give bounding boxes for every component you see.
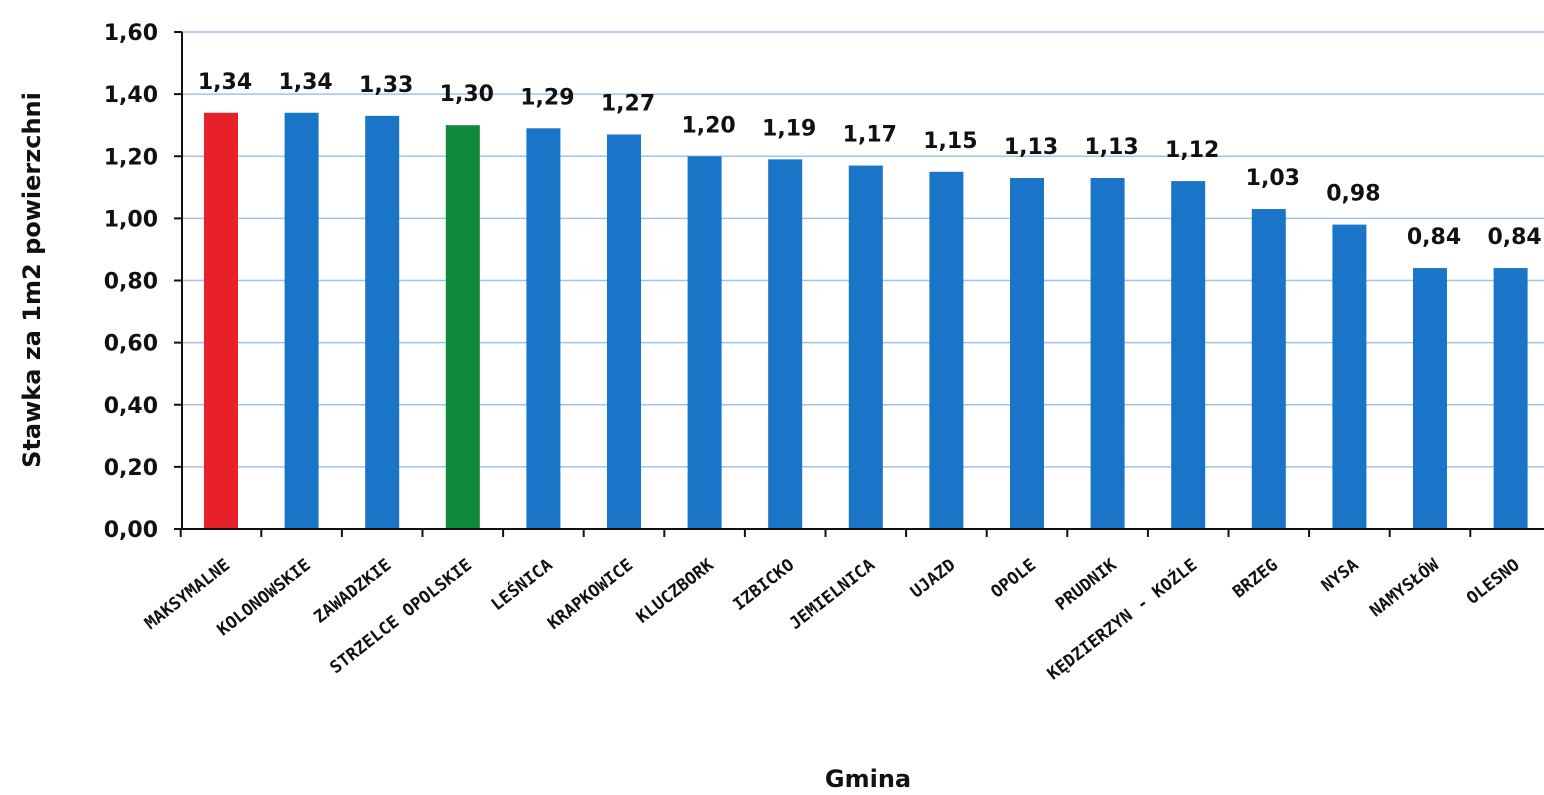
data-label: 1,13 — [1084, 135, 1138, 160]
x-tick-label: KRAPKOWICE — [544, 555, 637, 634]
y-axis-title: Stawka za 1m2 powierzchni — [18, 92, 46, 468]
data-label: 1,29 — [520, 85, 574, 110]
data-label: 1,15 — [923, 129, 977, 154]
bar — [204, 112, 238, 529]
x-tick-label: KĘDZIERZYN - KOŹLE — [1043, 554, 1202, 685]
x-tick-label: PRUDNIK — [1052, 555, 1121, 615]
bar — [1413, 268, 1447, 529]
data-label: 1,17 — [843, 123, 897, 148]
x-tick-label: OPOLE — [987, 555, 1040, 602]
bar — [284, 112, 319, 529]
data-label: 1,13 — [1004, 135, 1058, 160]
data-label: 0,84 — [1407, 225, 1461, 250]
data-label: 1,27 — [601, 92, 655, 117]
data-label: 1,33 — [359, 73, 413, 98]
data-label: 1,19 — [762, 116, 816, 141]
x-tick-label: OLESNO — [1463, 555, 1524, 609]
bar — [1493, 268, 1528, 529]
bar — [768, 159, 803, 529]
y-tick-label: 1,00 — [104, 207, 158, 232]
bar — [365, 115, 400, 530]
y-tick-label: 1,20 — [104, 145, 158, 170]
x-tick-label: UJAZD — [907, 555, 960, 602]
x-tick-label: BRZEG — [1229, 555, 1282, 602]
bar — [607, 134, 641, 529]
y-tick-label: 0,60 — [104, 332, 158, 357]
bar — [1090, 177, 1125, 529]
y-tick-label: 1,40 — [104, 83, 158, 108]
x-tick-label: ZAWADZKIE — [310, 555, 395, 627]
y-tick-labels: 0,00 0,20 0,40 0,60 0,80 1,00 1,20 1,40 1,60 — [104, 21, 158, 543]
bar — [445, 125, 480, 529]
bar — [1010, 177, 1044, 529]
x-tick-label: JEMIELNICA — [786, 555, 879, 634]
data-label: 1,20 — [681, 113, 735, 138]
data-label: 1,30 — [440, 82, 494, 107]
x-tick-label: NYSA — [1318, 555, 1363, 596]
data-label: 1,12 — [1165, 138, 1219, 163]
y-tick-label: 0,40 — [104, 394, 158, 419]
bar — [1171, 181, 1206, 529]
data-label: 0,98 — [1326, 182, 1380, 207]
data-label: 1,34 — [278, 70, 332, 95]
y-tick-label: 0,80 — [104, 270, 158, 295]
data-label: 0,84 — [1487, 225, 1541, 250]
data-label: 1,34 — [198, 70, 252, 95]
bar — [929, 171, 964, 529]
axes — [174, 31, 1544, 537]
x-axis-title: Gmina — [825, 765, 911, 793]
bar — [1332, 224, 1367, 529]
x-tick-label: STRZELCE OPOLSKIE — [326, 555, 475, 678]
y-tick-label: 0,20 — [104, 456, 158, 481]
bar — [526, 128, 561, 529]
y-tick-label: 1,60 — [104, 21, 158, 46]
x-tick-label: LEŚNICA — [486, 554, 556, 615]
bar — [687, 156, 722, 529]
data-labels: 1,34 1,34 1,33 1,30 1,29 1,27 1,20 1,19 1,17 1,15… — [198, 70, 1542, 250]
x-tick-label: KLUCZBORK — [633, 555, 719, 628]
bars — [204, 112, 1528, 530]
data-label: 1,03 — [1246, 166, 1300, 191]
bar — [848, 165, 883, 529]
x-tick-label: NAMYSŁÓW — [1365, 553, 1444, 621]
x-tick-label: IZBICKO — [729, 555, 798, 615]
y-tick-label: 0,00 — [104, 518, 158, 543]
bar — [1251, 209, 1286, 529]
